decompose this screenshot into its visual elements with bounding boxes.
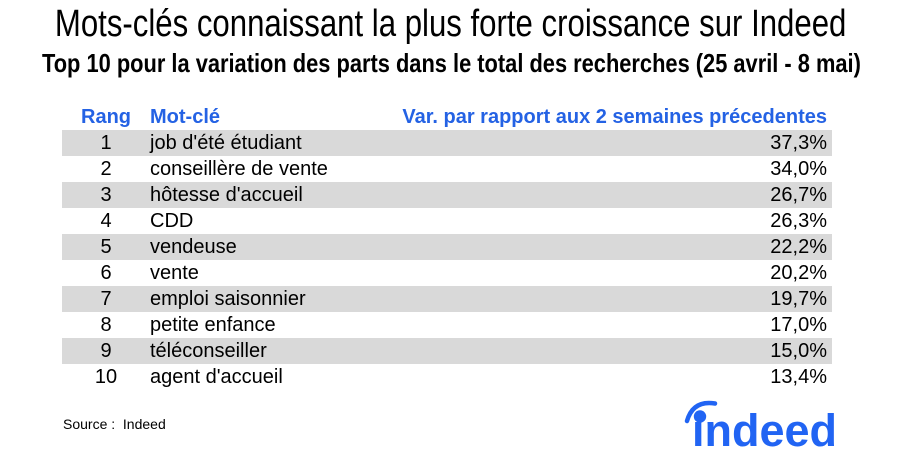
rank-cell: 8 <box>100 313 112 336</box>
source-label: Source : Indeed <box>63 416 166 432</box>
variation-cell: 34,0% <box>770 157 827 180</box>
rank-cell: 5 <box>100 235 112 258</box>
keyword-cell: vendeuse <box>150 235 237 258</box>
table-row: 7 emploi saisonnier 19,7% <box>62 286 832 312</box>
variation-cell: 13,4% <box>770 365 827 388</box>
rank-cell: 1 <box>100 131 112 154</box>
rank-cell: 4 <box>100 209 112 232</box>
table-header-row: Rang Mot-clé Var. par rapport aux 2 sema… <box>62 105 832 130</box>
table-row: 2 conseillère de vente 34,0% <box>62 156 832 182</box>
keyword-cell: téléconseiller <box>150 339 267 362</box>
rank-cell: 7 <box>100 287 112 310</box>
keyword-cell: CDD <box>150 209 194 232</box>
keyword-cell: vente <box>150 261 199 284</box>
rank-cell: 6 <box>100 261 112 284</box>
table-row: 9 téléconseiller 15,0% <box>62 338 832 364</box>
header-keyword: Mot-clé <box>150 106 220 128</box>
title-row: Mots-clés connaissant la plus forte croi… <box>0 2 902 46</box>
header-rank: Rang <box>81 106 131 128</box>
subtitle-row: Top 10 pour la variation des parts dans … <box>0 48 902 78</box>
page-subtitle: Top 10 pour la variation des parts dans … <box>41 48 861 78</box>
table-row: 10 agent d'accueil 13,4% <box>62 364 832 390</box>
table-body: 1 job d'été étudiant 37,3% 2 conseillère de … <box>62 130 832 390</box>
keyword-cell: emploi saisonnier <box>150 287 306 310</box>
table-row: 8 petite enfance 17,0% <box>62 312 832 338</box>
variation-cell: 22,2% <box>770 235 827 258</box>
table-row: 6 vente 20,2% <box>62 260 832 286</box>
variation-cell: 19,7% <box>770 287 827 310</box>
variation-cell: 37,3% <box>770 131 827 154</box>
keyword-cell: job d'été étudiant <box>150 131 302 154</box>
keyword-cell: agent d'accueil <box>150 365 283 388</box>
variation-cell: 15,0% <box>770 339 827 362</box>
keyword-cell: hôtesse d'accueil <box>150 183 303 206</box>
rank-cell: 10 <box>94 365 118 388</box>
indeed-logo-svg: indeed <box>684 400 837 456</box>
rank-cell: 3 <box>100 183 112 206</box>
variation-cell: 26,7% <box>770 183 827 206</box>
rank-cell: 9 <box>100 339 112 362</box>
logo-i-dot-icon <box>693 410 707 423</box>
header-variation: Var. par rapport aux 2 semaines préceden… <box>402 106 827 128</box>
variation-cell: 17,0% <box>770 313 827 336</box>
rank-cell: 2 <box>100 157 112 180</box>
table-row: 5 vendeuse 22,2% <box>62 234 832 260</box>
logo-text: indeed <box>692 405 837 454</box>
keyword-cell: petite enfance <box>150 313 276 336</box>
variation-cell: 20,2% <box>770 261 827 284</box>
page-title: Mots-clés connaissant la plus forte croi… <box>55 3 847 45</box>
table-row: 4 CDD 26,3% <box>62 208 832 234</box>
table-row: 1 job d'été étudiant 37,3% <box>62 130 832 156</box>
logo-arc-icon <box>684 400 718 424</box>
variation-cell: 26,3% <box>770 209 827 232</box>
indeed-logo: indeed <box>682 394 840 456</box>
ranking-table: Rang Mot-clé Var. par rapport aux 2 sema… <box>62 105 832 390</box>
table-row: 3 hôtesse d'accueil 26,7% <box>62 182 832 208</box>
keyword-cell: conseillère de vente <box>150 157 328 180</box>
